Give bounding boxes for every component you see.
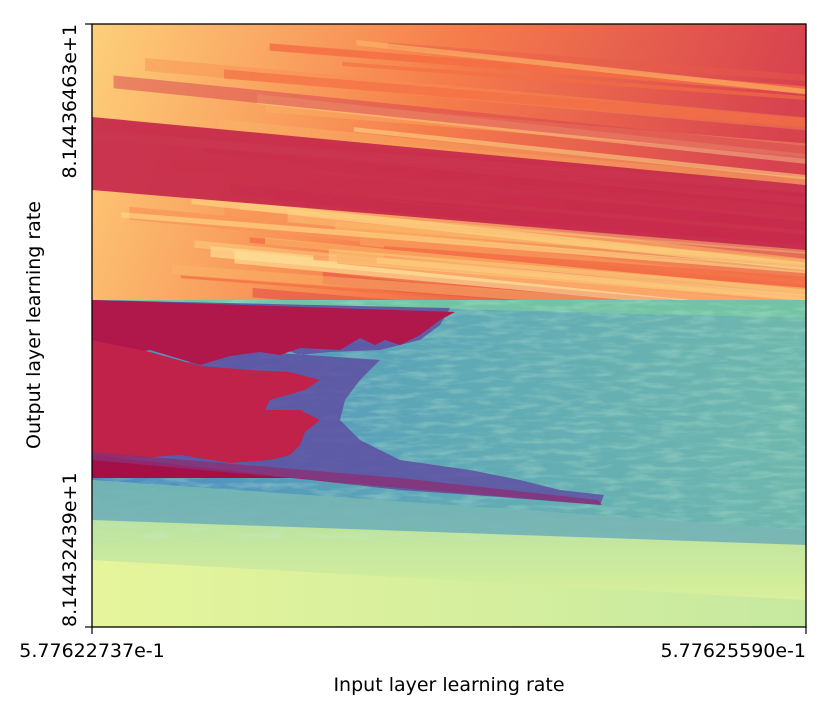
heatmap-upper-red-band: [92, 117, 806, 250]
y-axis-title: Output layer learning rate: [23, 201, 45, 449]
plot-frame: [91, 23, 807, 628]
warm-stripe: [328, 248, 806, 302]
warm-stripe: [383, 246, 806, 289]
heatmap-red-divergent-lobe: [92, 300, 455, 365]
warm-stripe: [121, 212, 806, 274]
warm-stripe: [191, 196, 806, 271]
heatmap-lower-blue-streaks: [92, 480, 806, 545]
warm-stripe: [388, 42, 806, 82]
y-tick-label-top: 8.14436463e+1: [59, 24, 81, 179]
heatmap-red-divergent-lobe-lower: [92, 340, 320, 463]
heatmap-yellow-bottom: [92, 560, 806, 627]
warm-stripe: [376, 257, 806, 301]
x-tick-label-left: 5.77622737e-1: [19, 640, 164, 662]
x-tick-label-right: 5.77625590e-1: [661, 640, 806, 662]
warm-stripe: [269, 43, 806, 94]
warm-stripe: [265, 237, 806, 297]
heatmap-image: [92, 24, 806, 627]
warm-stripe: [353, 127, 806, 180]
x-axis-title: Input layer learning rate: [333, 674, 564, 696]
heatmap-dark-purple-band: [92, 452, 602, 505]
warm-stripe: [356, 40, 806, 95]
warm-stripe: [224, 69, 806, 128]
y-tick-label-bottom: 8.14432439e+1: [59, 472, 81, 627]
warm-stripe: [113, 75, 806, 159]
warm-stripe: [313, 255, 806, 300]
warm-stripe: [336, 250, 806, 313]
warm-stripe: [342, 61, 806, 100]
